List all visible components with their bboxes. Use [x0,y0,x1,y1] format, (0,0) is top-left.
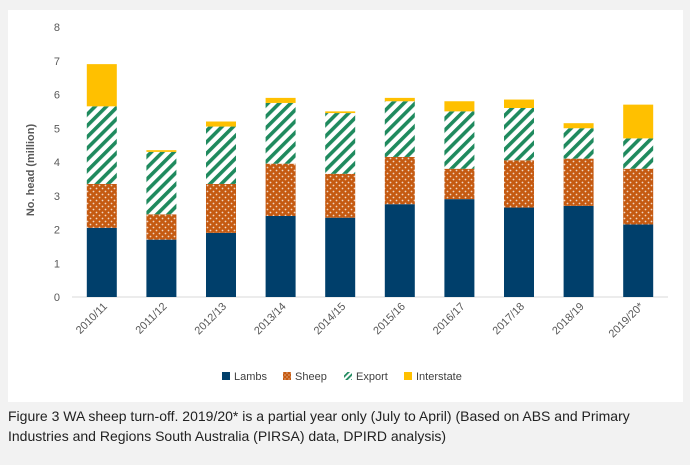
y-tick-label: 7 [54,56,60,68]
bar-interstate-201415 [325,111,356,114]
bar-sheep-201415 [325,173,356,218]
y-tick-label: 8 [54,22,60,34]
x-axis-ticks: 2010/11 2011/12 2012/13 2013/14 2014/15 2015/… [74,300,647,340]
x-tick-label: 2014/15 [312,301,349,338]
bar-lambs-201415 [325,217,356,297]
bar-lambs-201314 [265,216,296,297]
bar-lambs-201112 [146,239,177,298]
bar-export-201314 [265,102,296,164]
stacked-bar-chart: 0 1 2 3 4 5 6 7 8 No. head (million) 2010/11 2011… [25,22,668,383]
y-axis-title: No. head (million) [25,124,37,217]
y-tick-label: 2 [54,225,60,237]
bar-sheep-201920 [623,168,654,225]
bar-sheep-201112 [146,214,177,240]
x-tick-label: 2017/18 [491,301,528,338]
bar-export-201516 [384,101,415,157]
y-tick-label: 5 [54,123,60,135]
bar-sheep-201213 [206,183,236,233]
x-tick-label: 2013/14 [252,301,289,338]
bar-interstate-201516 [384,97,415,102]
legend: Lambs Sheep Export Interstate [222,371,462,383]
bar-export-201112 [146,151,177,215]
bar-export-201011 [86,106,117,184]
bar-sheep-201516 [384,156,415,205]
x-tick-label: 2010/11 [74,301,110,337]
bar-interstate-201213 [206,121,236,127]
figure-caption: Figure 3 WA sheep turn-off. 2019/20* is … [8,408,630,444]
legend-swatch-interstate [404,372,412,380]
x-tick-label: 2011/12 [133,301,169,337]
bar-sheep-201011 [86,183,117,228]
bar-sheep-201819 [563,158,594,206]
y-axis-ticks: 0 1 2 3 4 5 6 7 8 [54,22,60,304]
bar-interstate-201011 [86,64,117,107]
x-tick-label: 2018/19 [550,301,587,338]
y-tick-label: 0 [54,292,60,304]
x-tick-label: 2015/16 [371,301,408,338]
bar-sheep-201718 [504,160,534,208]
legend-label-export: Export [356,371,388,383]
bar-interstate-201920 [623,104,654,139]
bar-export-201415 [325,113,356,174]
bar-lambs-201920 [623,224,654,297]
legend-swatch-sheep [283,372,291,380]
y-tick-label: 3 [54,191,60,203]
bar-lambs-201213 [206,232,236,298]
y-tick-label: 4 [54,157,60,169]
x-tick-label: 2019/20* [607,300,647,340]
bar-lambs-201011 [86,227,117,297]
legend-label-sheep: Sheep [295,371,327,383]
bar-sheep-201617 [444,168,475,200]
bar-interstate-201314 [265,97,296,103]
x-tick-label: 2012/13 [193,301,230,338]
bar-interstate-201112 [146,150,177,152]
x-tick-label: 2016/17 [431,301,468,338]
bar-lambs-201516 [384,204,415,297]
bar-export-201819 [563,128,594,159]
bar-lambs-201718 [504,207,534,297]
legend-swatch-lambs [222,372,230,380]
bar-interstate-201819 [563,123,594,129]
bar-sheep-201314 [265,163,296,216]
bar-lambs-201617 [444,199,475,298]
bar-export-201718 [504,108,534,161]
bar-interstate-201718 [504,99,534,108]
bar-export-201213 [206,126,236,184]
y-tick-label: 6 [54,90,60,102]
bar-export-201617 [444,111,475,169]
chart-panel: 0 1 2 3 4 5 6 7 8 No. head (million) 2010/11 2011… [8,10,683,402]
bar-export-201920 [623,138,654,169]
bar-lambs-201819 [563,205,594,298]
legend-label-lambs: Lambs [234,371,268,383]
y-tick-label: 1 [54,258,60,270]
bars [86,64,654,298]
legend-swatch-export [344,372,352,380]
bar-interstate-201617 [444,101,475,112]
legend-label-interstate: Interstate [416,371,462,383]
